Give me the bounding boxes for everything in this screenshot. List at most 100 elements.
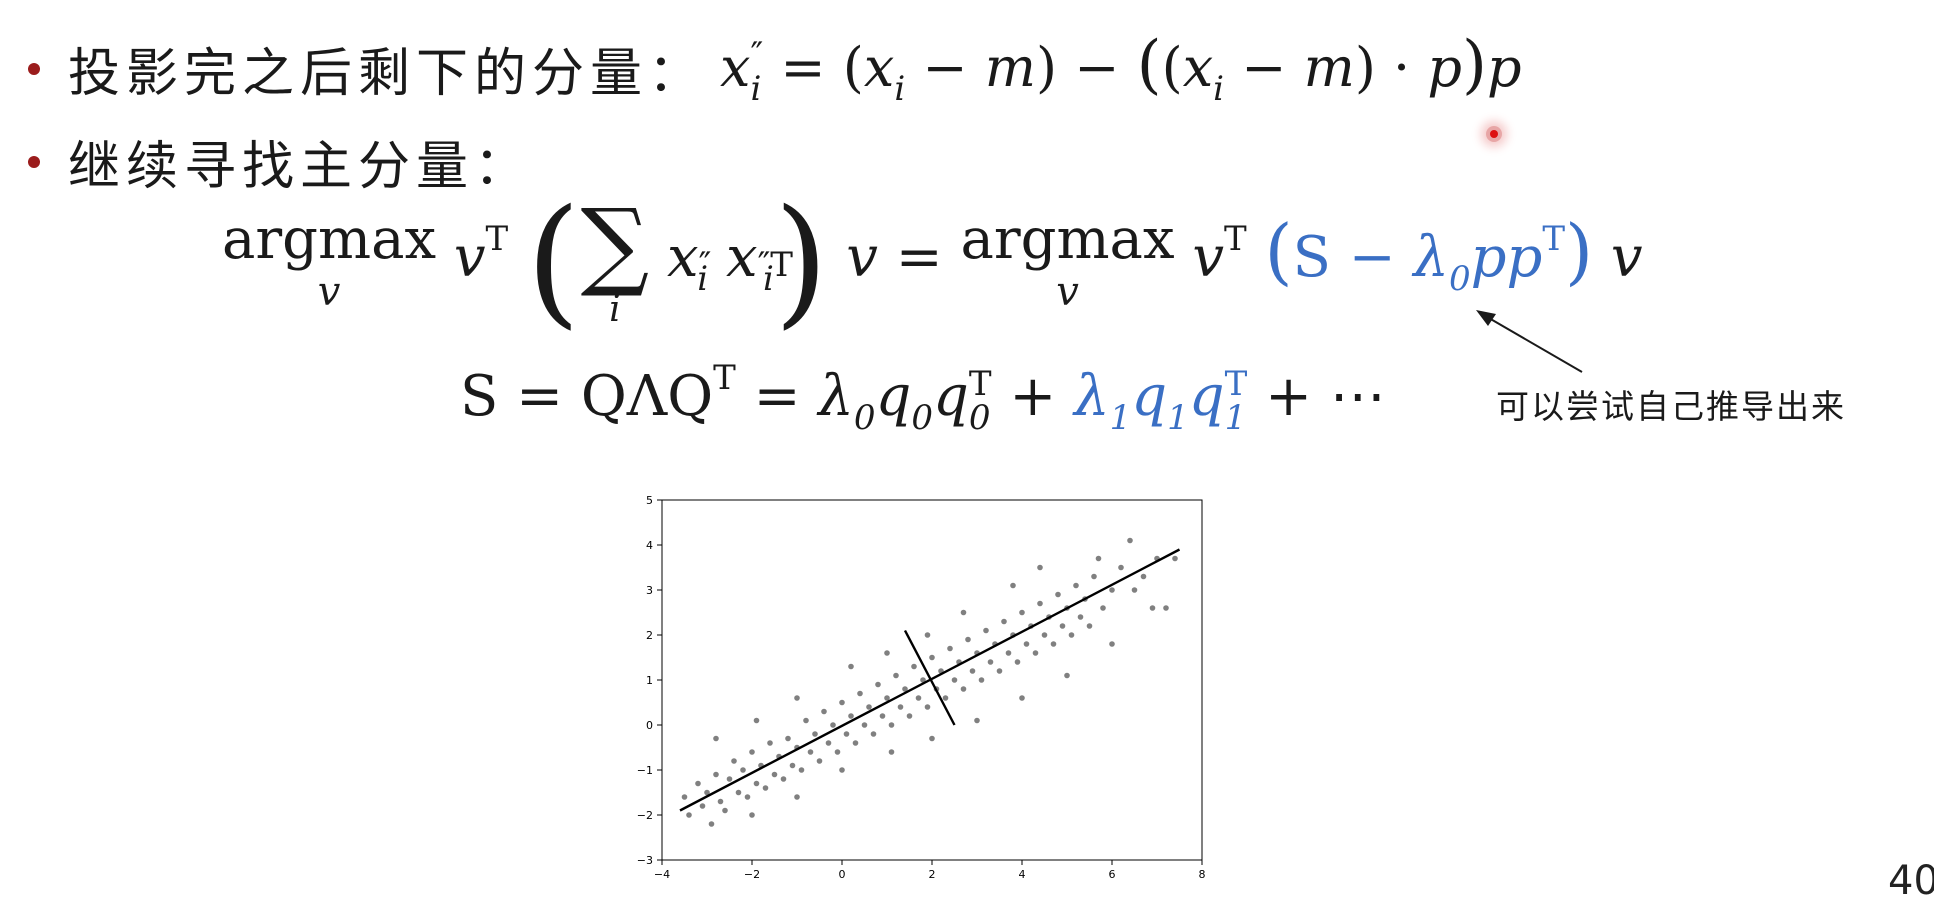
scatter-point [902,686,908,692]
y-tick-label: 0 [646,719,653,732]
scatter-point [843,731,850,737]
second-component-term: λ1q1q T 1 [1074,363,1248,438]
scatter-point [1118,564,1124,571]
scatter-point [1140,573,1147,580]
scatter-point [1001,618,1007,625]
scatter-point [911,663,917,670]
scatter-point [825,740,832,746]
y-tick-label: 5 [646,494,653,507]
scatter-point [713,735,719,742]
page-number: 40 [1888,858,1934,904]
scatter-point [897,704,904,710]
scatter-point [879,713,886,719]
scatter-point [798,767,805,773]
scatter-point [1109,587,1115,593]
bullet-1-text: 投影完之后剩下的分量： [68,44,707,104]
bullet-2: 继续寻找主分量： [28,124,532,199]
scatter-point [744,794,751,800]
bullet-dot [28,155,40,168]
scatter-point [735,789,742,796]
scatter-point [1055,591,1061,598]
scatter-point [699,803,706,809]
scatter-point [1109,641,1115,647]
scatter-point [875,681,881,688]
scatter-point [767,740,773,746]
x-tick-label: 4 [1019,868,1026,881]
scatter-point [987,659,994,665]
scatter-point [1037,564,1043,571]
scatter-point [888,722,895,728]
scatter-point [839,767,845,773]
y-tick-label: 3 [646,584,653,597]
scatter-point [884,695,890,701]
scatter-point [821,708,827,715]
scatter-point [870,731,877,737]
scatter-point [1005,650,1012,656]
scatter-point [1019,609,1025,616]
y-tick-label: 2 [646,629,653,642]
scatter-point [1127,537,1133,544]
y-tick-label: 1 [646,674,653,687]
y-tick-label: −3 [637,854,653,867]
scatter-point [947,645,953,652]
eigendecomposition-equation: S = QΛQT = λ0q0q T 0 + λ1q1q T 1 + ⋯ [460,358,1386,438]
scatter-point [834,749,841,755]
scatter-point [969,668,976,674]
scatter-point [906,713,913,719]
scatter-point [753,780,760,787]
scatter-point [1068,632,1075,638]
scatter-point [749,812,755,818]
scatter-point [1095,555,1102,562]
scatter-point [920,677,926,683]
scatter-point [1032,650,1039,656]
scatter-point [1023,641,1030,647]
x-tick-label: −4 [654,868,670,881]
scatter-point [929,654,935,661]
scatter-point [1100,605,1106,611]
scatter-point [915,695,922,701]
scatter-point [866,704,872,710]
scatter-point [812,731,818,737]
scatter-point [731,758,737,764]
scatter-point [924,704,931,710]
pca-scatter-chart: −4 −2 0 2 4 6 8 −3 −2 −1 0 1 2 3 4 5 [637,494,1206,881]
scatter-point [848,663,854,670]
scatter-point [960,686,967,692]
scatter-point [1086,623,1093,629]
scatter-point [1163,605,1169,611]
scatter-point [713,771,719,778]
scatter-point [830,722,836,728]
scatter-point [794,695,800,701]
x-tick-label: −2 [744,868,760,881]
scatter-point [884,650,890,656]
scatter-point [1064,672,1070,679]
bullet-2-text: 继续寻找主分量： [68,137,533,197]
principal-axis-line [903,629,956,726]
deflated-matrix: (S − λ0ppT) [1264,209,1594,299]
scatter-point [960,609,967,616]
scatter-point [978,677,985,683]
scatter-point [1091,573,1097,580]
x-tick-label: 6 [1109,868,1116,881]
scatter-point [771,771,778,778]
scatter-point [726,776,733,782]
scatter-point [1037,600,1043,607]
x-tick-label: 0 [839,868,846,881]
scatter-point [857,690,863,697]
scatter-point [803,717,809,724]
scatter-point [996,668,1003,674]
scatter-point [816,758,823,764]
scatter-point [1149,605,1156,611]
scatter-point [753,717,760,724]
scatter-point [1073,582,1079,589]
scatter-point [1014,659,1021,665]
scatter-point [1019,695,1025,701]
scatter-point [681,794,688,800]
residual-formula: x ″ i = (xi − m) − ((xi − m) · p)p [720,28,1522,109]
scatter-point [924,632,931,638]
scatter-point [1050,641,1057,647]
scatter-point [1131,587,1138,593]
scatter-point [695,780,701,787]
y-tick-label: −1 [637,764,653,777]
scatter-point [1041,632,1048,638]
